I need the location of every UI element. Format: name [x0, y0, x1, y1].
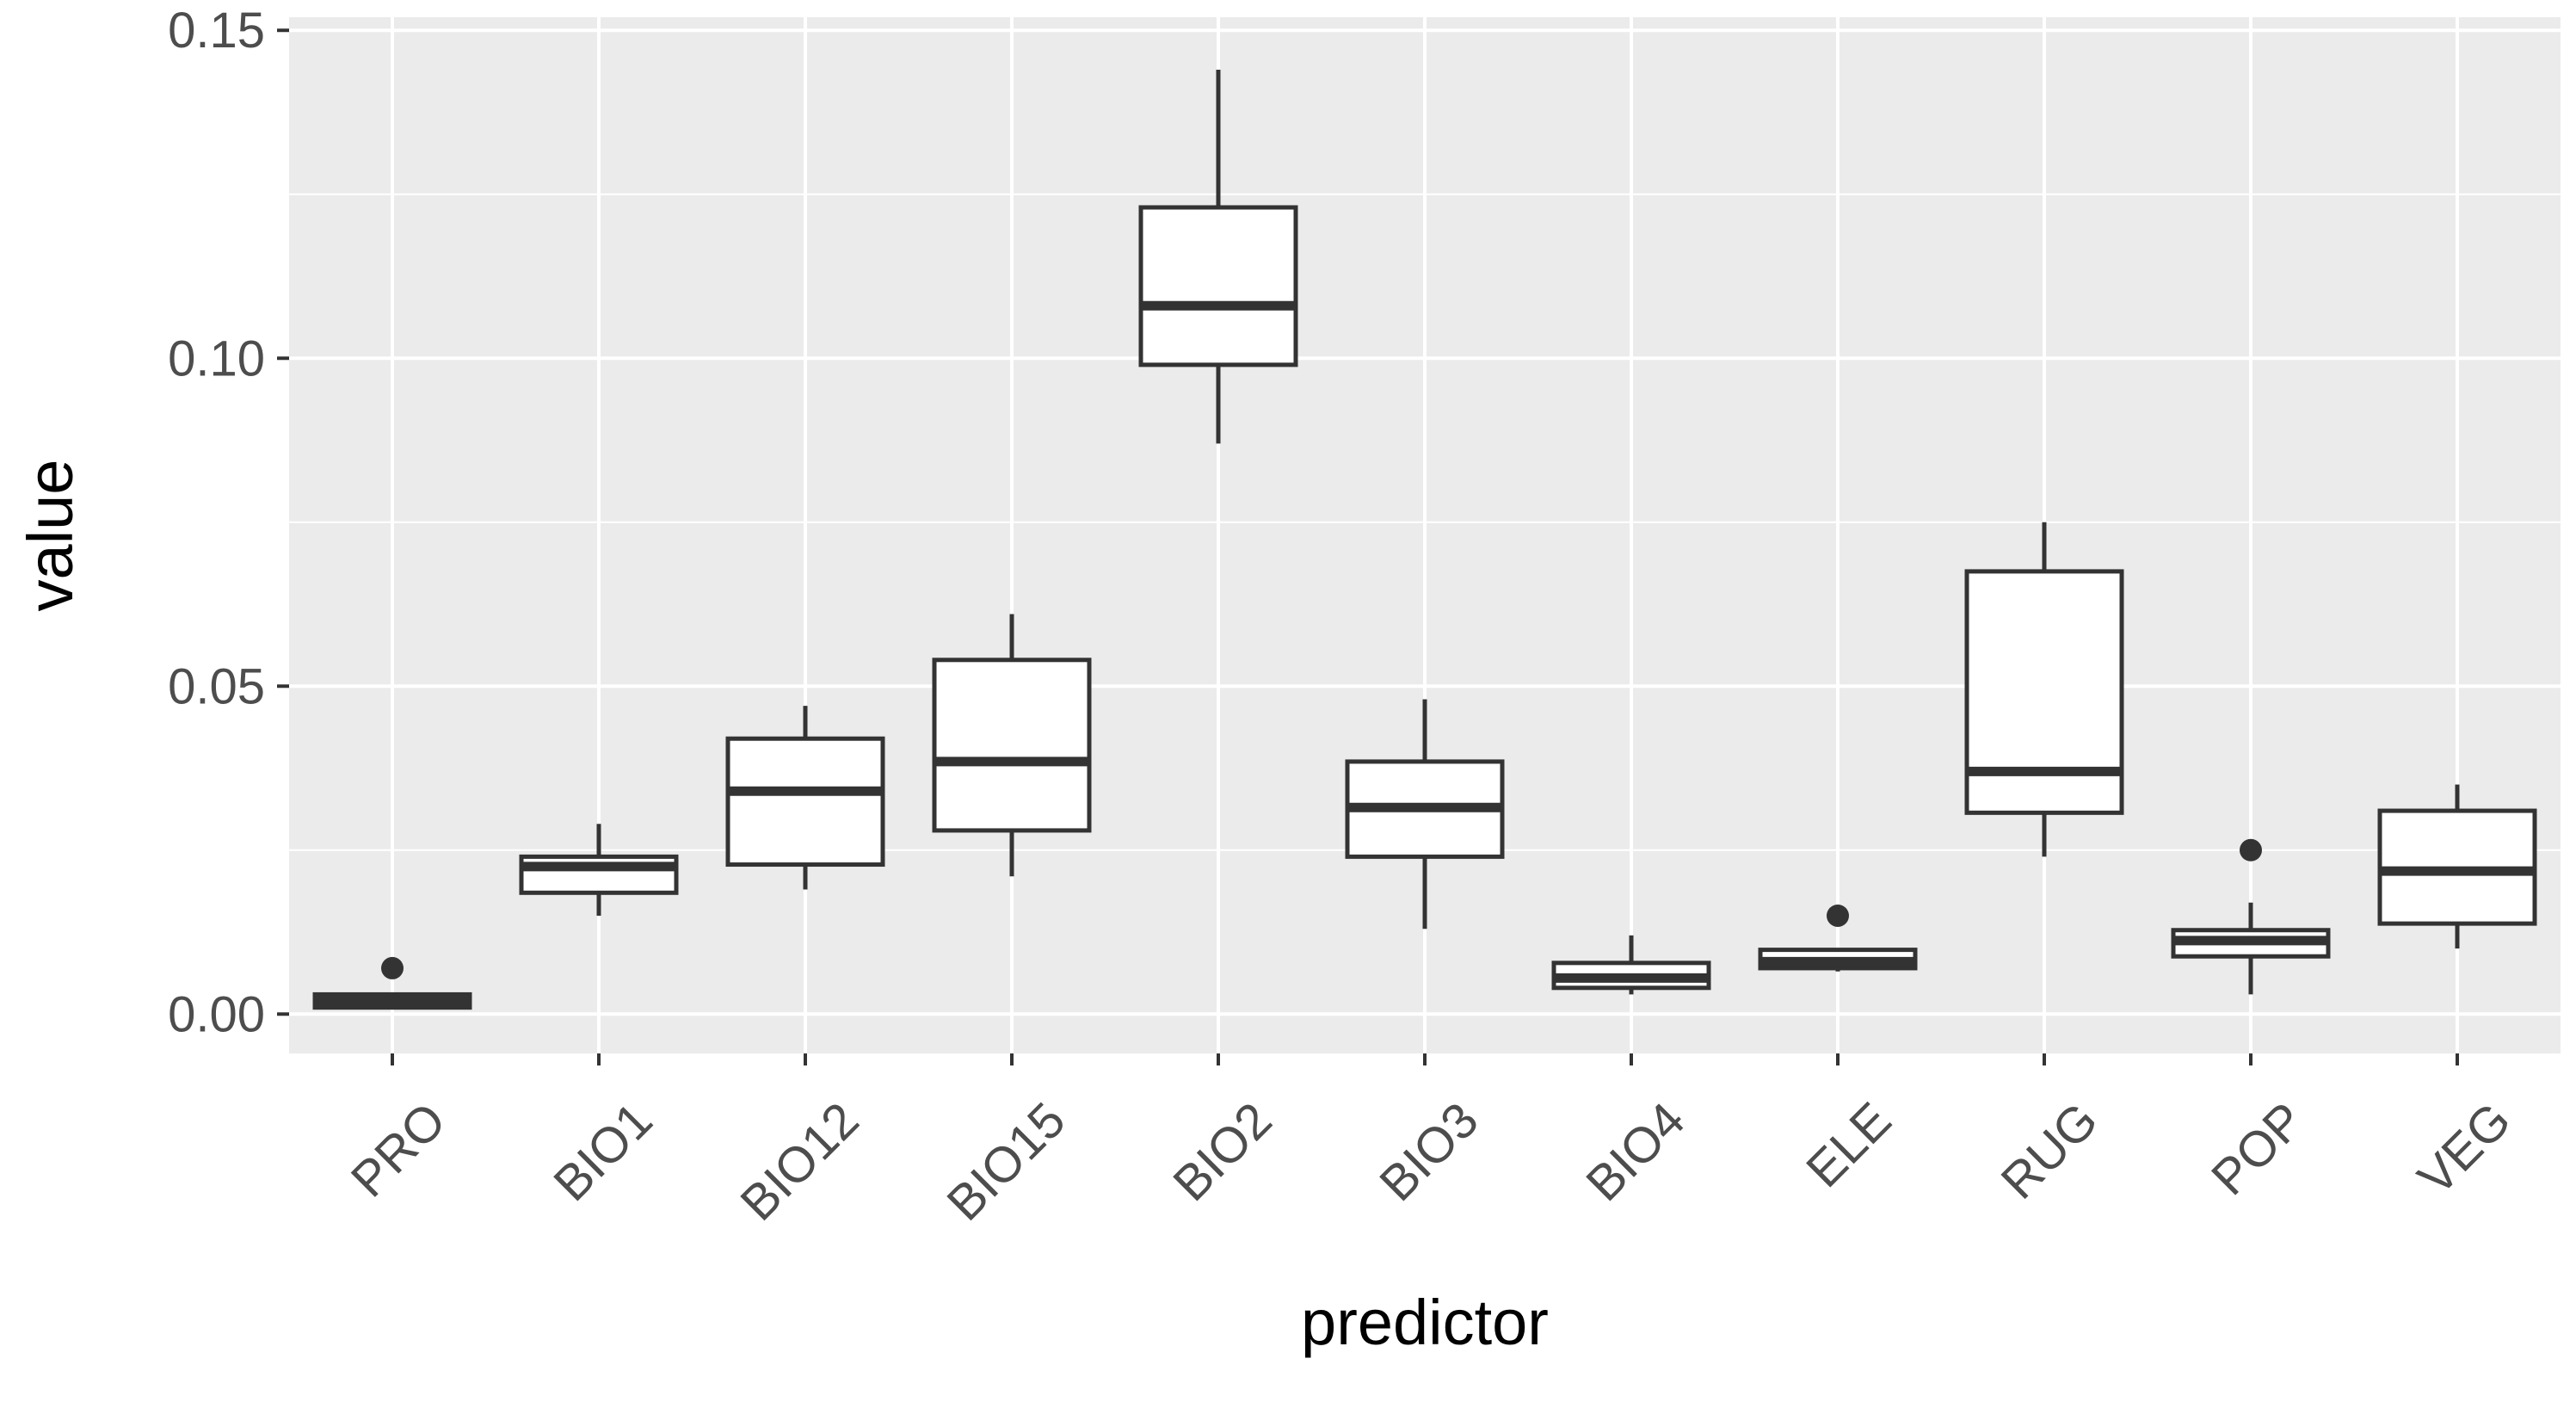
box-body — [1138, 205, 1298, 367]
x-tick-label: RUG — [1991, 1092, 2109, 1210]
x-tick-label: BIO15 — [936, 1092, 1075, 1232]
outlier-point — [381, 956, 404, 979]
outlier-point — [1827, 904, 1849, 927]
box-rug — [1964, 522, 2124, 857]
x-tick-label: BIO1 — [543, 1092, 662, 1212]
x-tick-label: BIO12 — [730, 1092, 869, 1232]
box-bio2 — [1138, 69, 1298, 444]
box-body — [725, 736, 885, 868]
x-tick-label: BIO2 — [1162, 1092, 1282, 1212]
box-ele — [1758, 904, 1918, 972]
x-tick-label: BIO3 — [1369, 1092, 1488, 1212]
box-bio12 — [725, 706, 885, 890]
y-axis-title: value — [15, 460, 86, 612]
x-axis-title: predictor — [1301, 1287, 1549, 1358]
box-bio3 — [1345, 699, 1505, 930]
box-veg — [2377, 784, 2537, 949]
x-tick-label: BIO4 — [1575, 1092, 1695, 1212]
box-body — [1964, 569, 2124, 815]
x-tick-label: POP — [2201, 1092, 2315, 1207]
box-pop — [2171, 838, 2331, 995]
box-bio4 — [1551, 935, 1711, 995]
y-tick-label: 0.15 — [168, 3, 265, 59]
box-bio1 — [519, 824, 679, 916]
y-tick-label: 0.05 — [168, 658, 265, 714]
box-bio15 — [932, 614, 1092, 877]
x-tick-label: ELE — [1796, 1092, 1901, 1198]
box-body — [932, 658, 1092, 833]
y-tick-label: 0.10 — [168, 330, 265, 386]
outlier-point — [2240, 838, 2262, 862]
y-tick-label: 0.00 — [168, 986, 265, 1042]
box-pro — [312, 956, 472, 1010]
box-series — [312, 69, 2537, 1010]
x-tick-label: VEG — [2407, 1092, 2522, 1207]
x-tick-label: PRO — [341, 1092, 457, 1208]
